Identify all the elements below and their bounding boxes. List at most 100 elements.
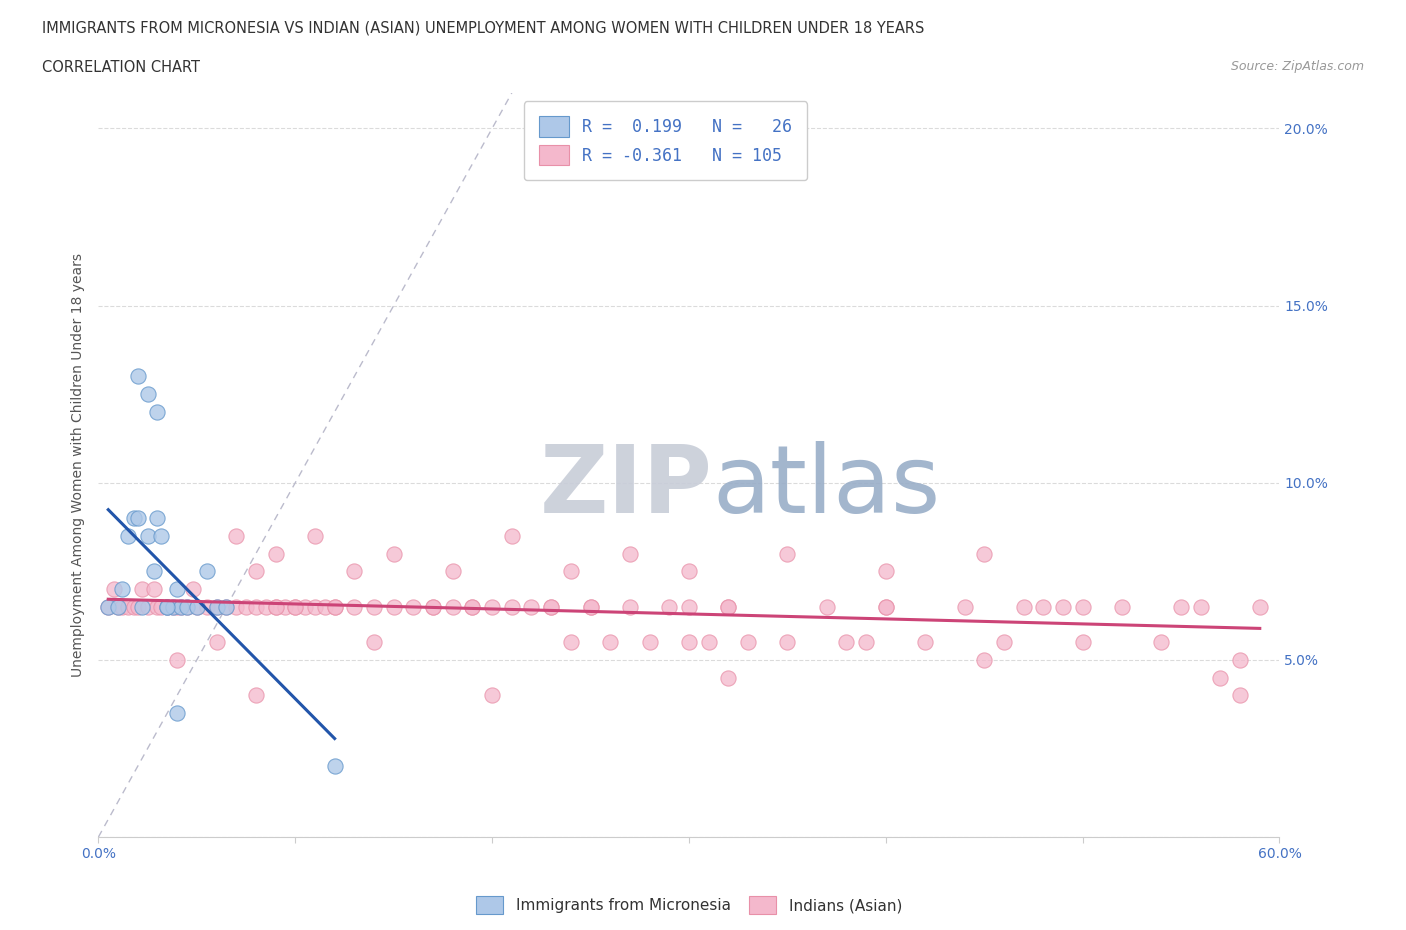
Point — [176, 599, 198, 614]
Point — [97, 599, 120, 614]
Legend: R =  0.199   N =   26, R = -0.361   N = 105: R = 0.199 N = 26, R = -0.361 N = 105 — [523, 101, 807, 180]
Point — [481, 599, 503, 614]
Point — [382, 546, 405, 561]
Point — [973, 653, 995, 668]
Point — [146, 405, 169, 419]
Point — [540, 599, 562, 614]
Point — [658, 599, 681, 614]
Point — [294, 599, 316, 614]
Point — [176, 599, 198, 614]
Point — [815, 599, 838, 614]
Point — [156, 599, 179, 614]
Point — [875, 599, 897, 614]
Point — [1209, 671, 1232, 685]
Point — [1229, 653, 1251, 668]
Point — [150, 528, 173, 543]
Point — [107, 599, 129, 614]
Point — [186, 599, 208, 614]
Point — [1229, 688, 1251, 703]
Point — [560, 634, 582, 649]
Y-axis label: Unemployment Among Women with Children Under 18 years: Unemployment Among Women with Children U… — [72, 253, 86, 677]
Point — [122, 599, 145, 614]
Point — [245, 564, 267, 578]
Point — [914, 634, 936, 649]
Point — [245, 688, 267, 703]
Point — [170, 599, 193, 614]
Point — [156, 599, 179, 614]
Point — [973, 546, 995, 561]
Point — [146, 599, 169, 614]
Point — [441, 599, 464, 614]
Point — [136, 599, 159, 614]
Point — [127, 511, 149, 525]
Point — [166, 581, 188, 596]
Point — [363, 634, 385, 649]
Point — [678, 564, 700, 578]
Point — [717, 599, 740, 614]
Point — [146, 511, 169, 525]
Point — [235, 599, 257, 614]
Point — [953, 599, 976, 614]
Point — [461, 599, 484, 614]
Point — [225, 528, 247, 543]
Point — [737, 634, 759, 649]
Point — [619, 599, 641, 614]
Text: IMMIGRANTS FROM MICRONESIA VS INDIAN (ASIAN) UNEMPLOYMENT AMONG WOMEN WITH CHILD: IMMIGRANTS FROM MICRONESIA VS INDIAN (AS… — [42, 20, 925, 35]
Point — [205, 599, 228, 614]
Point — [343, 599, 366, 614]
Text: ZIP: ZIP — [540, 442, 713, 533]
Point — [166, 653, 188, 668]
Point — [993, 634, 1015, 649]
Point — [323, 599, 346, 614]
Point — [111, 581, 134, 596]
Point — [382, 599, 405, 614]
Point — [1071, 599, 1094, 614]
Point — [422, 599, 444, 614]
Point — [225, 599, 247, 614]
Point — [142, 581, 165, 596]
Point — [195, 564, 218, 578]
Text: Source: ZipAtlas.com: Source: ZipAtlas.com — [1230, 60, 1364, 73]
Point — [363, 599, 385, 614]
Point — [264, 599, 287, 614]
Point — [254, 599, 277, 614]
Point — [441, 564, 464, 578]
Point — [186, 599, 208, 614]
Point — [717, 671, 740, 685]
Point — [1111, 599, 1133, 614]
Point — [717, 599, 740, 614]
Point — [103, 581, 125, 596]
Point — [678, 634, 700, 649]
Point — [461, 599, 484, 614]
Point — [314, 599, 336, 614]
Point — [875, 564, 897, 578]
Point — [776, 546, 799, 561]
Point — [215, 599, 238, 614]
Point — [181, 581, 204, 596]
Point — [117, 599, 139, 614]
Point — [875, 599, 897, 614]
Point — [835, 634, 858, 649]
Point — [284, 599, 307, 614]
Point — [215, 599, 238, 614]
Point — [156, 599, 179, 614]
Point — [697, 634, 720, 649]
Point — [205, 599, 228, 614]
Point — [284, 599, 307, 614]
Point — [540, 599, 562, 614]
Point — [195, 599, 218, 614]
Point — [142, 564, 165, 578]
Text: atlas: atlas — [713, 442, 941, 533]
Point — [1249, 599, 1271, 614]
Point — [481, 688, 503, 703]
Point — [501, 599, 523, 614]
Point — [323, 759, 346, 774]
Legend: Immigrants from Micronesia, Indians (Asian): Immigrants from Micronesia, Indians (Asi… — [470, 890, 908, 921]
Point — [136, 387, 159, 402]
Point — [166, 706, 188, 721]
Point — [501, 528, 523, 543]
Point — [274, 599, 297, 614]
Point — [111, 599, 134, 614]
Point — [136, 528, 159, 543]
Point — [162, 599, 184, 614]
